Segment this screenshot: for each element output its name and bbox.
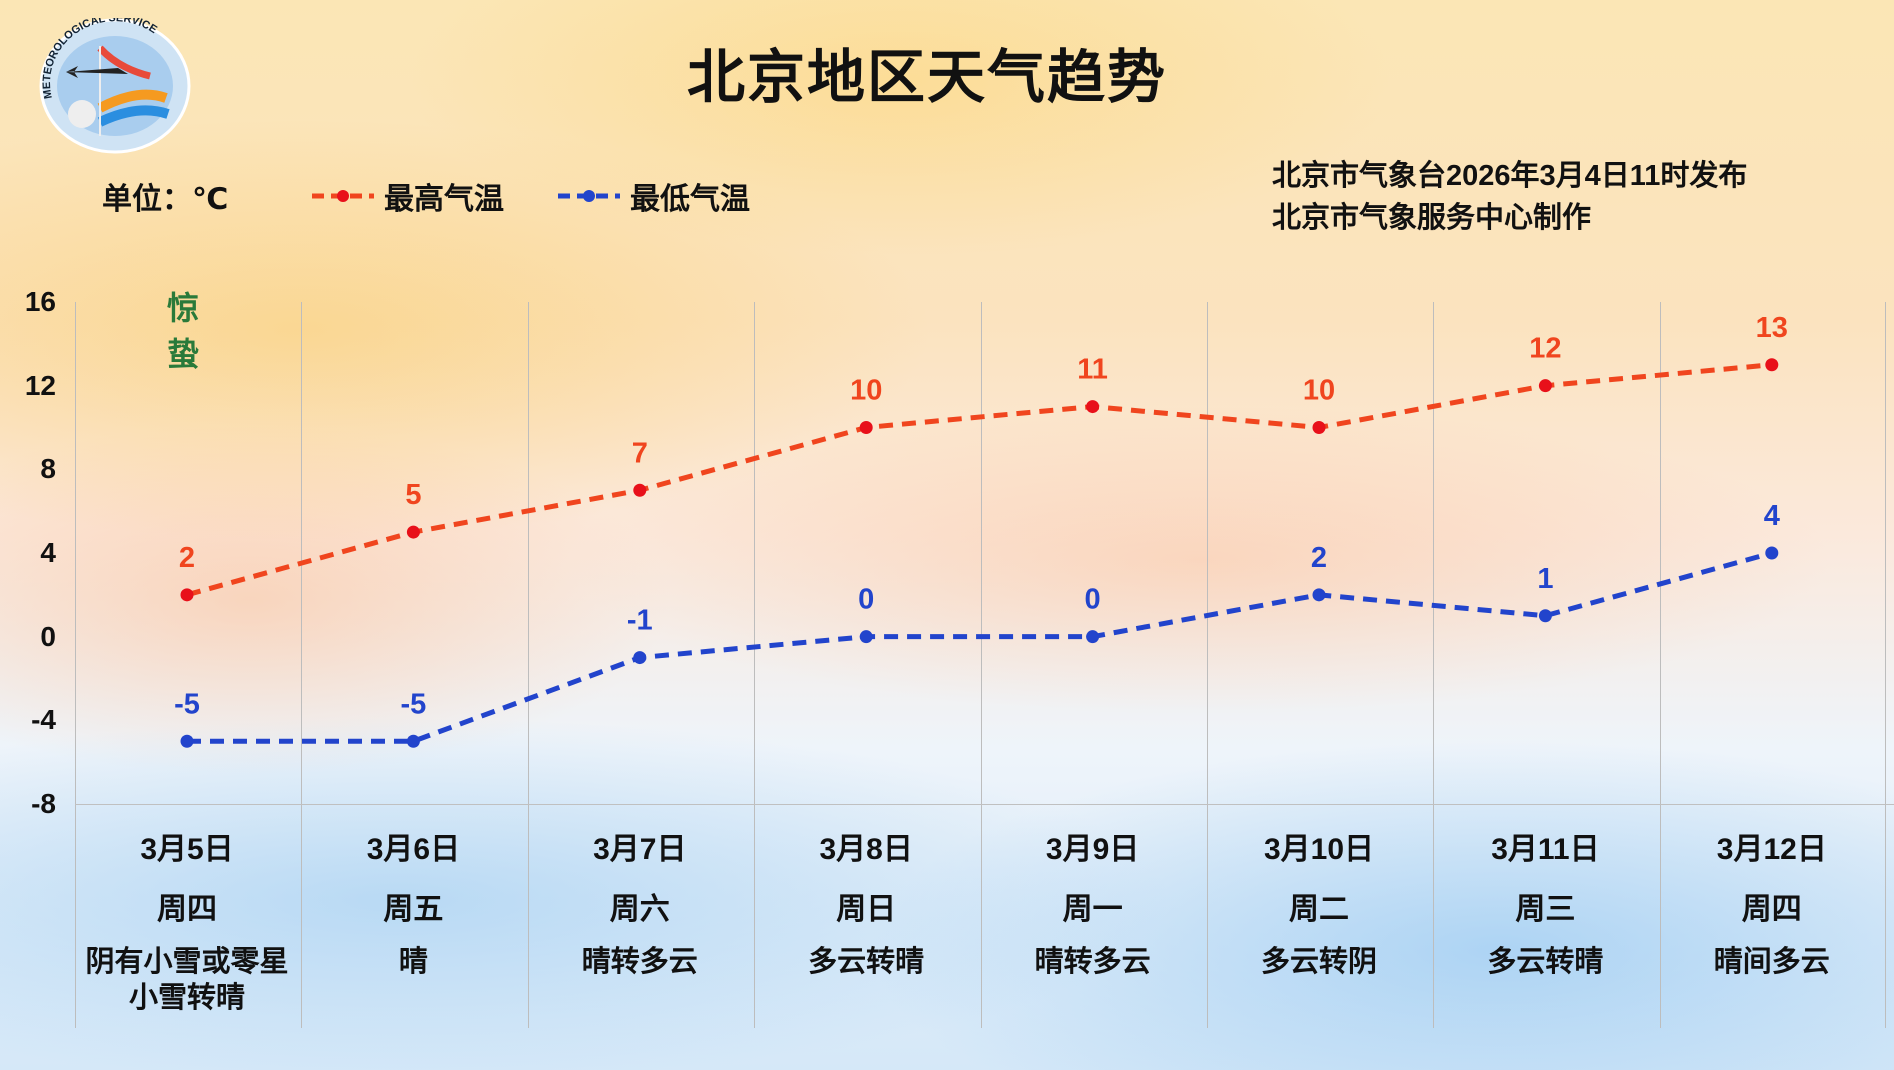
legend-low-marker-icon <box>558 190 620 202</box>
legend-low: 最低气温 <box>556 174 750 218</box>
weather-description: 晴转多云 <box>527 944 753 980</box>
y-tick-label: 0 <box>40 620 56 652</box>
high-temp-point <box>1538 379 1552 393</box>
high-temp-point <box>1086 400 1100 414</box>
low-temp-point <box>1538 609 1552 623</box>
x-tick-date: 3月8日 <box>819 833 913 866</box>
weather-description: 多云转阴 <box>1206 944 1432 980</box>
weather-description: 晴间多云 <box>1659 944 1885 980</box>
weather-line: 多云转晴 <box>1487 946 1604 978</box>
x-tick-weekday: 周二 <box>1289 893 1349 926</box>
high-temp-label: 7 <box>632 437 648 469</box>
high-temp-point <box>180 588 194 602</box>
weather-line: 晴转多云 <box>1034 946 1151 978</box>
low-temp-point <box>1086 630 1100 644</box>
producer-info: 北京市气象服务中心制作 <box>1272 202 1592 234</box>
y-tick-label: -4 <box>31 704 56 736</box>
high-temp-label: 10 <box>1303 375 1335 407</box>
low-temp-label: -1 <box>627 605 653 637</box>
low-temp-point <box>1765 546 1779 560</box>
low-temp-label: 2 <box>1311 542 1327 574</box>
grid-line <box>301 302 303 1028</box>
grid-line <box>527 302 529 1028</box>
grid-line <box>1207 302 1208 1028</box>
beijing-meteorological-logo: METEOROLOGICAL SERVICE <box>38 12 192 154</box>
low-temp-label: 1 <box>1537 563 1553 595</box>
low-temp-point <box>406 734 420 748</box>
x-tick-date: 3月5日 <box>140 833 234 866</box>
y-tick-label: -8 <box>31 788 56 819</box>
grid-line <box>1433 302 1435 1028</box>
grid-line <box>1885 302 1886 1028</box>
low-temp-point <box>633 651 647 665</box>
x-tick-date: 3月7日 <box>593 833 687 866</box>
high-temp-point <box>1312 421 1326 434</box>
high-temp-label: 10 <box>850 375 882 407</box>
high-temp-point <box>406 525 420 539</box>
weather-description: 晴转多云 <box>980 944 1206 980</box>
low-temp-label: -5 <box>401 688 427 720</box>
x-tick-weekday: 周日 <box>836 893 897 926</box>
high-temp-label: 13 <box>1756 312 1788 344</box>
grid-line <box>1659 302 1661 1028</box>
x-tick-weekday: 周四 <box>1741 893 1802 926</box>
solar-term-label: 惊蛰 <box>166 290 199 372</box>
weather-description: 晴 <box>300 944 526 980</box>
high-temp-label: 11 <box>1077 354 1108 386</box>
x-tick-weekday: 周四 <box>157 893 217 926</box>
x-tick-date: 3月10日 <box>1263 833 1375 866</box>
x-tick-date: 3月12日 <box>1716 833 1827 866</box>
legend-high: 最高气温 <box>310 174 504 218</box>
low-temp-label: 0 <box>858 584 874 616</box>
high-temp-label: 12 <box>1529 333 1561 365</box>
low-temp-point <box>859 630 873 644</box>
weather-description: 阴有小雪或零星 小雪转晴 <box>74 944 300 1016</box>
weather-line: 晴转多云 <box>581 946 698 978</box>
weather-line: 多云转阴 <box>1260 946 1377 978</box>
low-temp-point <box>180 734 194 748</box>
high-temp-point <box>1765 358 1779 372</box>
high-temp-label: 2 <box>179 542 195 574</box>
low-temp-label: 4 <box>1764 500 1780 532</box>
weather-line: 晴间多云 <box>1713 946 1830 978</box>
low-temp-line <box>187 550 1773 744</box>
x-tick-date: 3月6日 <box>366 833 461 866</box>
legend-high-marker-icon <box>312 190 374 202</box>
issue-info: 北京市气象台2026年3月4日11时发布 <box>1272 160 1748 192</box>
low-temp-label: -5 <box>174 688 200 720</box>
page-title: 北京地区天气趋势 <box>686 45 1167 110</box>
unit-label: 单位：℃ <box>102 183 229 216</box>
weather-line: 小雪转晴 <box>128 982 245 1014</box>
y-tick-label: 16 <box>24 286 56 317</box>
x-tick-weekday: 周六 <box>609 893 670 926</box>
legend-low-label: 最低气温 <box>630 183 750 216</box>
y-tick-label: 8 <box>40 453 56 485</box>
weather-line: 多云转晴 <box>808 946 925 978</box>
weather-line: 阴有小雪或零星 <box>85 946 289 978</box>
weather-description: 多云转晴 <box>753 944 979 980</box>
x-tick-weekday: 周五 <box>383 893 444 926</box>
x-tick-date: 3月11日 <box>1491 833 1600 866</box>
grid-line <box>980 302 982 1028</box>
high-temp-line <box>186 362 1773 598</box>
x-tick-weekday: 周三 <box>1515 893 1576 926</box>
grid-line <box>75 302 76 1028</box>
weather-line: 晴 <box>398 946 428 978</box>
y-tick-label: 12 <box>24 369 56 401</box>
high-temp-point <box>859 421 873 434</box>
low-temp-point <box>1312 588 1326 602</box>
x-axis-line <box>75 804 1894 805</box>
high-temp-point <box>633 483 647 497</box>
weather-description: 多云转晴 <box>1432 944 1658 980</box>
x-tick-date: 3月9日 <box>1045 833 1140 866</box>
legend-high-label: 最高气温 <box>384 183 504 216</box>
x-tick-weekday: 周一 <box>1062 893 1123 926</box>
high-temp-label: 5 <box>405 479 421 511</box>
grid-line <box>754 302 756 1028</box>
low-temp-label: 0 <box>1085 584 1101 616</box>
y-tick-label: 4 <box>40 537 56 568</box>
